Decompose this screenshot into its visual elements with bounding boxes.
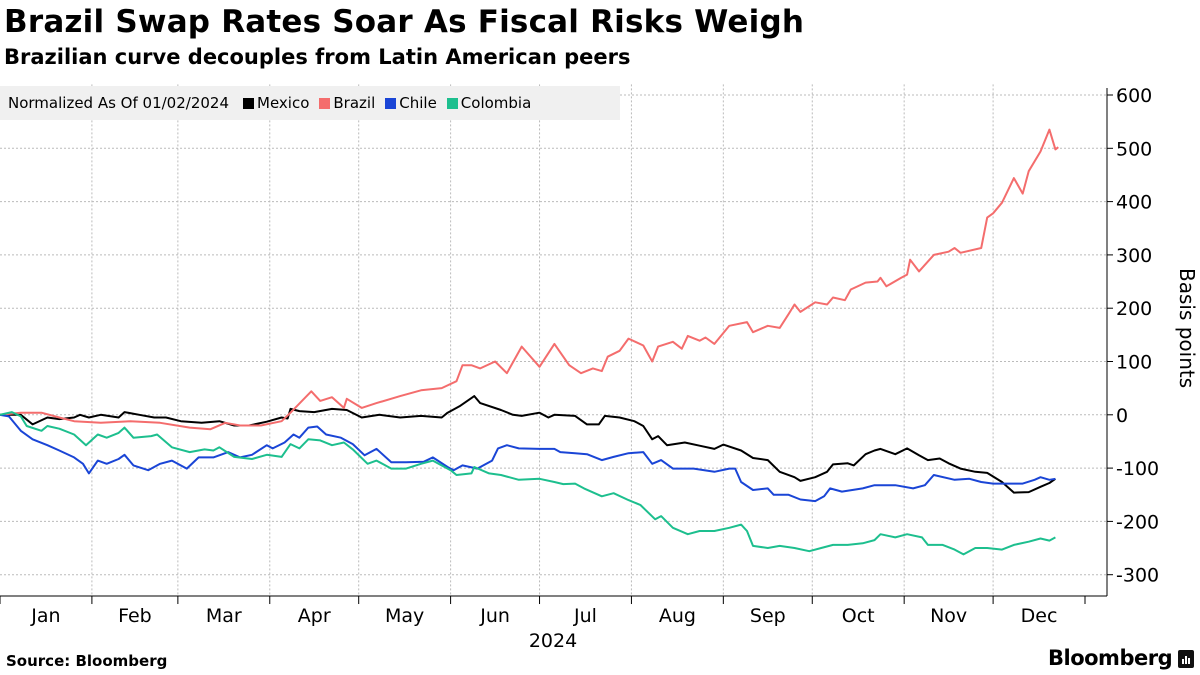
legend-swatch (319, 97, 331, 109)
legend-label: Mexico (257, 94, 310, 112)
legend-note: Normalized As Of 01/02/2024 (8, 94, 229, 112)
y-tick-label: 0 (1116, 405, 1128, 427)
y-tick-label: 200 (1116, 298, 1152, 320)
legend-label: Chile (399, 94, 437, 112)
x-axis-label: 2024 (529, 630, 577, 652)
y-tick-label: 600 (1116, 85, 1152, 107)
source-note: Source: Bloomberg (6, 652, 168, 670)
y-tick-label: 400 (1116, 192, 1152, 214)
legend-item-colombia: Colombia (446, 94, 532, 112)
x-tick-label: Jun (479, 605, 510, 627)
bloomberg-logo: Bloomberg (1048, 646, 1173, 670)
y-tick-label: -100 (1116, 458, 1159, 480)
y-tick-label: 300 (1116, 245, 1152, 267)
x-tick-label: May (385, 605, 424, 627)
series-line-brazil (0, 128, 1059, 431)
chart-subtitle: Brazilian curve decouples from Latin Ame… (4, 45, 631, 69)
chart-title: Brazil Swap Rates Soar As Fiscal Risks W… (4, 4, 805, 40)
series-line-colombia (0, 411, 1056, 556)
x-tick-label: Mar (206, 605, 242, 627)
legend-item-mexico: Mexico (243, 94, 309, 112)
legend-label: Colombia (460, 94, 532, 112)
legend-swatch (385, 97, 397, 109)
x-tick-label: Feb (118, 605, 152, 627)
bloomberg-chart-icon (1178, 650, 1194, 668)
x-tick-label: Jul (573, 605, 597, 627)
x-tick-label: Sep (750, 605, 786, 627)
y-tick-label: -300 (1116, 565, 1159, 587)
legend-label: Brazil (333, 94, 376, 112)
x-tick-label: Aug (659, 605, 696, 627)
legend-item-brazil: Brazil (319, 94, 375, 112)
y-tick-label: 500 (1116, 138, 1152, 160)
legend-swatch (446, 97, 458, 109)
x-tick-label: Oct (842, 605, 875, 627)
x-tick-label: Nov (930, 605, 967, 627)
x-tick-label: Apr (298, 605, 331, 627)
x-tick-label: Dec (1021, 605, 1058, 627)
x-tick-label: Jan (30, 605, 60, 627)
y-tick-label: 100 (1116, 352, 1152, 374)
legend: Normalized As Of 01/02/2024 Mexico Brazi… (0, 86, 620, 120)
series-line-chile (0, 413, 1056, 503)
y-axis-label: Basis points (1175, 268, 1199, 389)
series-line-mexico (0, 395, 1056, 494)
y-tick-label: -200 (1116, 511, 1159, 533)
legend-swatch (243, 97, 254, 109)
legend-item-chile: Chile (385, 94, 437, 112)
